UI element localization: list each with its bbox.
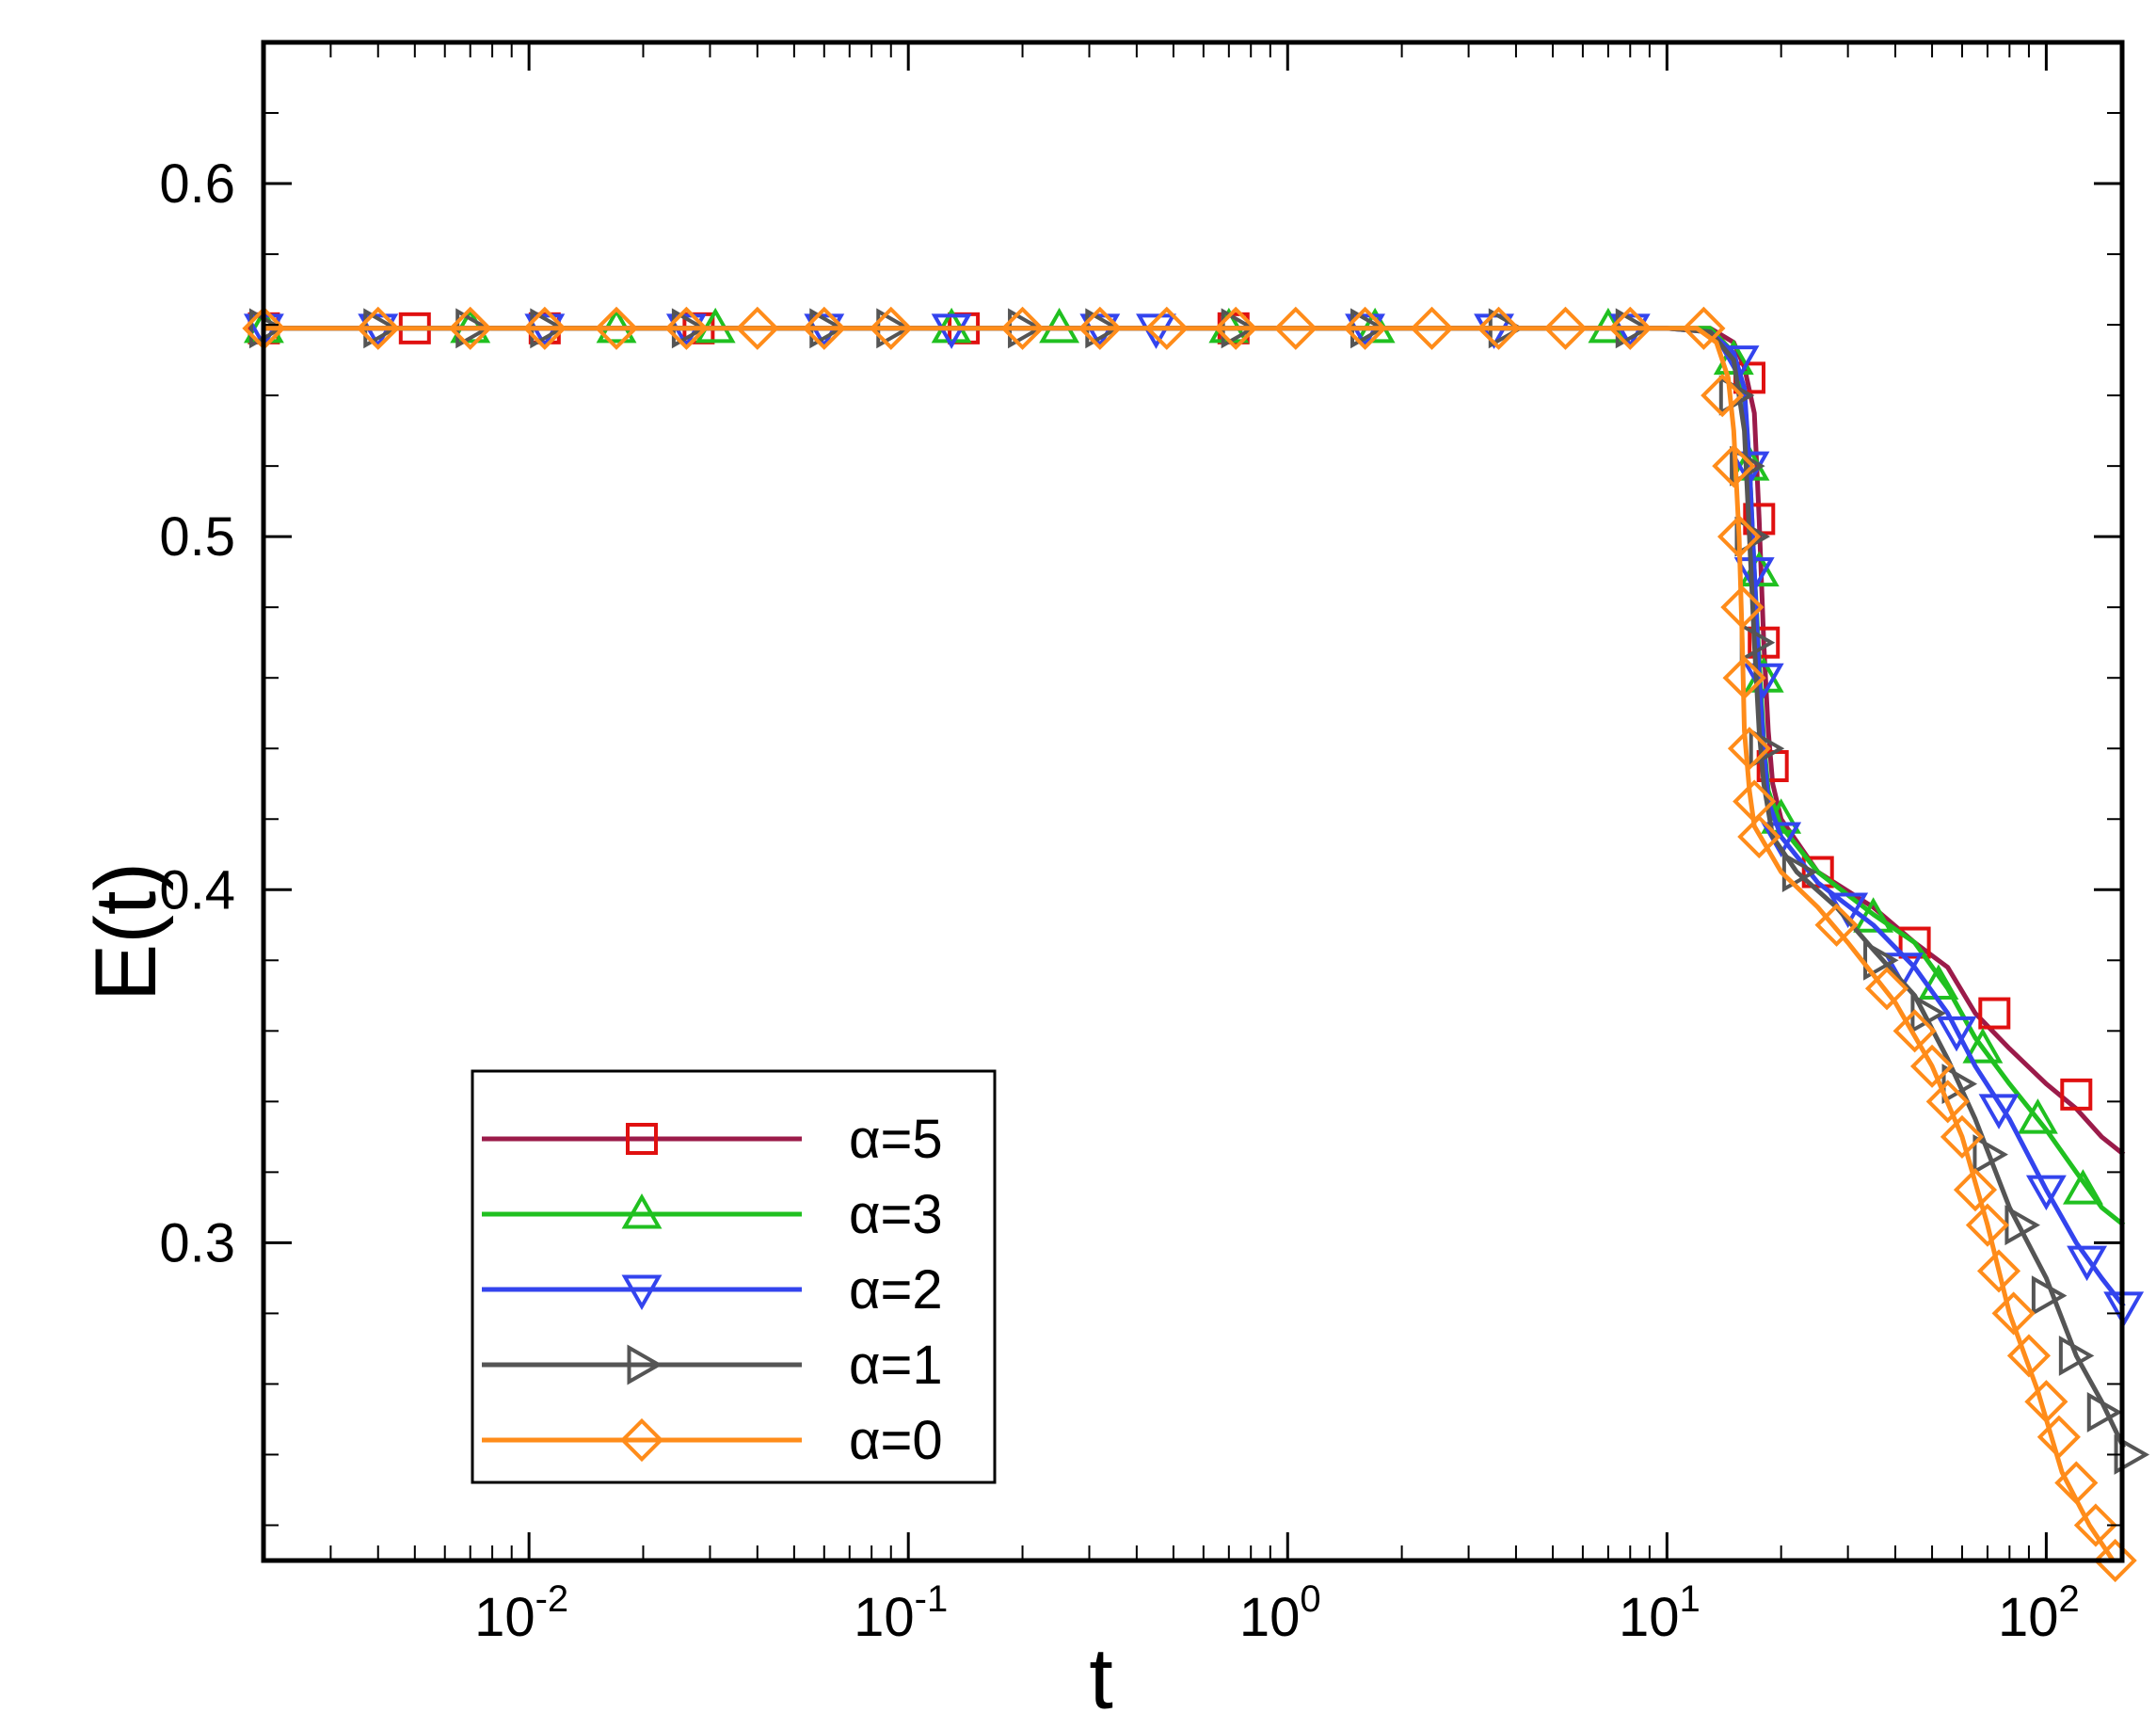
x-tick-label: 101: [1619, 1578, 1701, 1648]
series-marker: [1976, 1249, 2021, 1293]
plot-content: [242, 306, 2150, 1583]
series-marker: [1898, 926, 1931, 959]
series-marker: [2067, 1245, 2108, 1282]
series-line: [264, 326, 2126, 1308]
series-marker: [1718, 375, 1755, 416]
series-marker: [2024, 1380, 2068, 1424]
series-0: [248, 312, 2126, 1157]
series-marker: [2031, 1275, 2068, 1317]
series-marker: [248, 308, 285, 349]
x-tick-label: 102: [1998, 1578, 2080, 1648]
legend-label: α=1: [849, 1335, 943, 1396]
series-marker: [1720, 585, 1765, 630]
y-tick-label: 0.6: [159, 153, 235, 215]
series-4: [242, 306, 2137, 1583]
y-tick-label: 0.4: [159, 859, 235, 921]
x-axis-title: t: [1089, 1631, 1113, 1727]
y-axis-title: E(t): [78, 862, 174, 1001]
series-marker: [1801, 856, 1834, 889]
series-marker: [1343, 306, 1387, 350]
series-marker: [2058, 1335, 2095, 1376]
series-marker: [2073, 1503, 2117, 1547]
axes: 10-2 10-1 100 101 102 0.3 0.4 0.5 0.6 t E(t): [78, 41, 2122, 1727]
x-tick-label: 10-1: [854, 1578, 948, 1648]
x-tick-label: 100: [1239, 1578, 1321, 1648]
series-marker: [2086, 1392, 2123, 1433]
series-marker: [2093, 1538, 2137, 1583]
plot-frame: [261, 40, 2125, 1563]
series-marker: [664, 306, 709, 350]
series-marker: [1477, 306, 1521, 350]
series-marker: [2063, 1169, 2103, 1205]
series-marker: [1701, 374, 1745, 418]
series-marker: [1978, 1094, 2020, 1129]
series-marker: [2054, 1461, 2099, 1505]
series-marker: [1717, 515, 1762, 559]
series-marker: [1410, 306, 1454, 350]
series-marker: [802, 306, 846, 350]
series-marker: [1864, 967, 1909, 1011]
series-marker: [1909, 1044, 1955, 1088]
series-marker: [1144, 306, 1189, 350]
legend-label: α=5: [849, 1109, 943, 1170]
legend-marker: [626, 1123, 658, 1155]
series-marker: [2036, 1415, 2081, 1459]
legend-marker: [621, 1274, 663, 1311]
series-marker: [1892, 1009, 1937, 1053]
series-marker: [1214, 306, 1258, 350]
series-marker: [1748, 626, 1781, 659]
legend-label: α=3: [849, 1184, 943, 1245]
series-marker: [448, 306, 492, 350]
series-marker: [2060, 1078, 2093, 1111]
series-marker: [1078, 306, 1122, 350]
series-marker: [735, 306, 779, 350]
legend-marker: [619, 1417, 664, 1463]
x-tick-label: 10-2: [474, 1578, 568, 1648]
legend-label: α=0: [849, 1410, 943, 1471]
series-marker: [1718, 345, 1760, 381]
y-tick-label: 0.5: [159, 506, 235, 568]
series-marker: [1883, 953, 1924, 988]
series-marker: [1737, 814, 1781, 859]
series-marker: [1273, 306, 1318, 350]
series-marker: [356, 306, 400, 350]
series-marker: [1978, 997, 2011, 1030]
series-marker: [1712, 444, 1756, 488]
series-marker: [1953, 1168, 1998, 1212]
series-line: [264, 326, 2126, 1449]
series-marker: [1972, 1134, 2008, 1176]
series-marker: [1863, 939, 1899, 981]
series-marker: [1608, 306, 1653, 350]
series-marker: [1749, 728, 1785, 769]
series-marker: [1733, 557, 1775, 593]
series-marker: [1940, 1114, 1985, 1159]
legend-marker: [627, 1344, 663, 1385]
series-marker: [869, 306, 913, 350]
series-marker: [1925, 1080, 1970, 1124]
series-line: [264, 326, 2126, 1157]
series-marker: [1991, 1291, 2036, 1336]
legend: α=5 α=3 α=2 α=1 α=0: [471, 1069, 997, 1484]
series-marker: [594, 306, 639, 350]
series-marker: [2017, 1098, 2058, 1134]
series-marker: [522, 306, 567, 350]
series-marker: [1962, 1028, 2004, 1064]
y-tick-label: 0.3: [159, 1212, 235, 1273]
series-marker: [1936, 1016, 1977, 1052]
series-marker: [1682, 306, 1726, 350]
series-marker: [2025, 1175, 2067, 1211]
series-line: [264, 326, 2116, 1562]
series-marker: [1965, 1203, 2010, 1247]
series-marker: [1722, 656, 1766, 700]
series-marker: [1543, 306, 1588, 350]
series-marker: [1727, 727, 1772, 771]
legend-label: α=2: [849, 1259, 943, 1321]
series-marker: [2006, 1334, 2052, 1378]
series-marker: [1814, 903, 1859, 947]
series-marker: [1000, 306, 1045, 350]
legend-marker: [621, 1193, 663, 1229]
